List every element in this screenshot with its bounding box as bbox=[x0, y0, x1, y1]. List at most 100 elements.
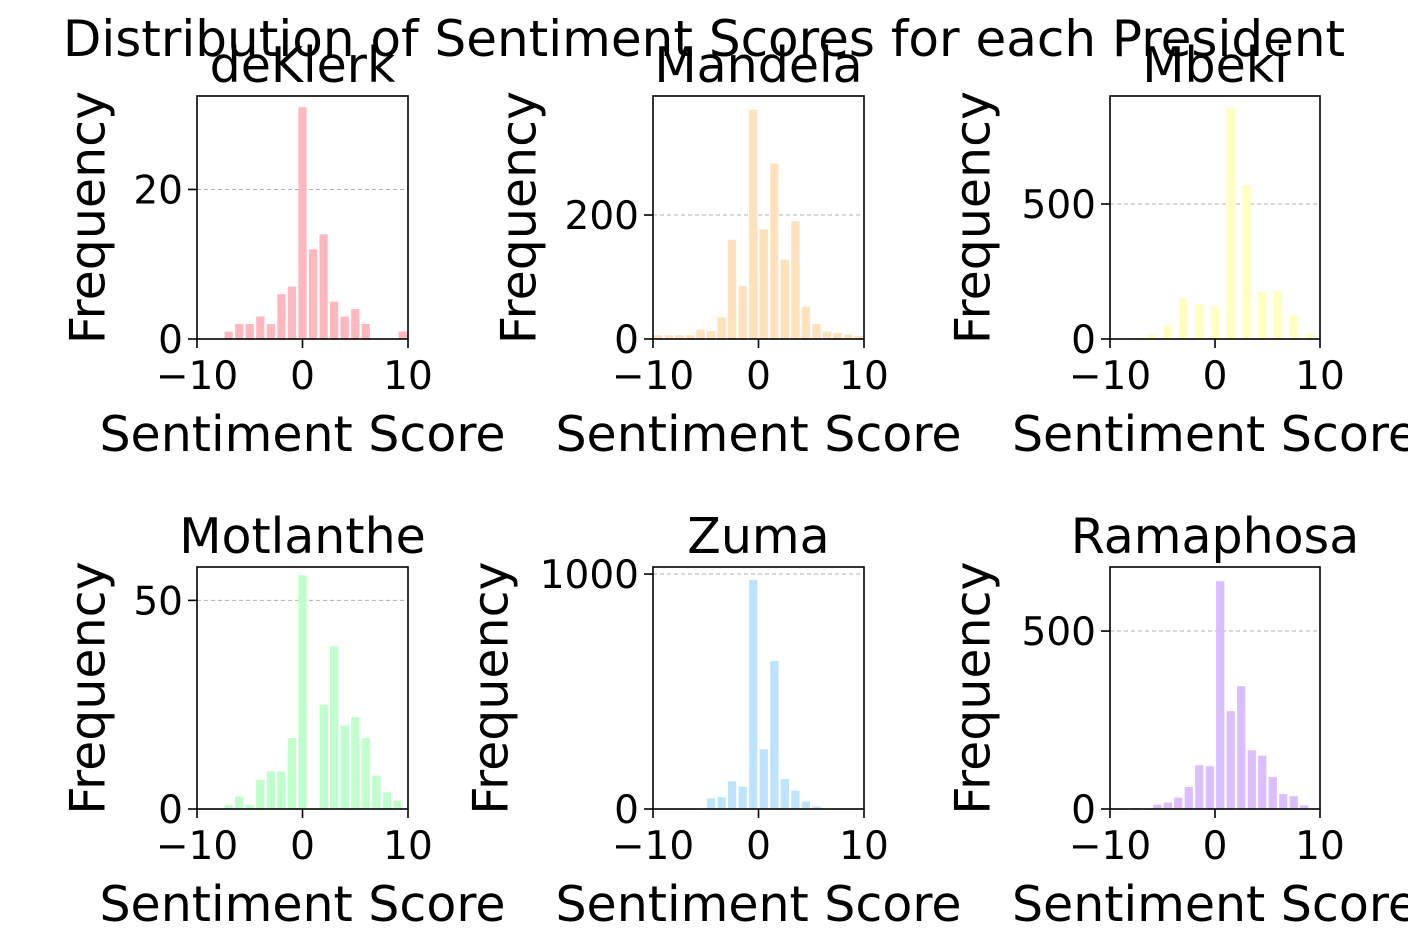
bar bbox=[717, 797, 726, 809]
y-tick-label: 0 bbox=[158, 318, 183, 363]
bar bbox=[770, 660, 779, 809]
bar bbox=[382, 792, 392, 809]
y-axis-label: Frequency bbox=[60, 561, 117, 814]
bar bbox=[833, 332, 842, 339]
bar bbox=[1226, 711, 1235, 809]
x-tick-label: 0 bbox=[1203, 824, 1228, 869]
bar bbox=[738, 286, 747, 339]
subplot-title: Mbeki bbox=[1142, 37, 1288, 94]
subplot-title: Zuma bbox=[687, 508, 829, 565]
bar bbox=[780, 259, 789, 339]
bar bbox=[351, 717, 360, 809]
subplot-title: deKlerk bbox=[210, 37, 396, 94]
bar bbox=[696, 329, 705, 339]
y-tick-label: 0 bbox=[1071, 318, 1096, 363]
bar bbox=[266, 324, 275, 339]
y-axis-label: Frequency bbox=[945, 561, 1002, 814]
y-tick-label: 0 bbox=[614, 788, 639, 833]
bar bbox=[685, 335, 695, 339]
bar bbox=[791, 221, 800, 339]
bar bbox=[749, 109, 758, 339]
x-tick-label: 10 bbox=[1295, 824, 1345, 869]
bar bbox=[1163, 325, 1172, 339]
bar bbox=[1237, 686, 1246, 809]
bar bbox=[1153, 804, 1162, 809]
bar bbox=[1205, 766, 1214, 809]
bar bbox=[1174, 797, 1183, 809]
x-tick-label: 0 bbox=[290, 354, 315, 399]
y-tick-label: 0 bbox=[1071, 788, 1096, 833]
bar bbox=[256, 779, 265, 809]
x-tick-label: 0 bbox=[1203, 354, 1228, 399]
bar bbox=[780, 778, 789, 809]
bar bbox=[854, 335, 863, 339]
x-tick-label: 10 bbox=[1295, 354, 1345, 399]
bar bbox=[1268, 776, 1277, 809]
y-axis-label: Frequency bbox=[60, 91, 117, 344]
y-tick-label: 20 bbox=[133, 168, 183, 213]
bar bbox=[1210, 306, 1220, 339]
x-tick-label: −10 bbox=[612, 354, 694, 399]
bar bbox=[749, 579, 758, 809]
bar bbox=[801, 306, 811, 339]
x-axis-label: Sentiment Score bbox=[555, 406, 961, 463]
bar bbox=[1273, 290, 1283, 339]
x-tick-label: −10 bbox=[156, 354, 238, 399]
bar bbox=[1163, 802, 1172, 809]
x-tick-label: 10 bbox=[383, 354, 433, 399]
bar bbox=[224, 331, 233, 339]
bar bbox=[759, 749, 768, 809]
bar bbox=[277, 771, 286, 809]
x-axis-label: Sentiment Score bbox=[555, 876, 961, 933]
y-tick-label: 500 bbox=[1022, 610, 1096, 655]
axes-frame bbox=[652, 566, 865, 810]
bar bbox=[1242, 185, 1251, 339]
x-axis-label: Sentiment Score bbox=[1012, 406, 1408, 463]
bar bbox=[738, 786, 747, 809]
bar bbox=[361, 324, 370, 339]
x-tick-label: −10 bbox=[1069, 824, 1151, 869]
bar bbox=[308, 249, 318, 339]
bar bbox=[728, 239, 737, 339]
bar bbox=[351, 309, 360, 339]
bar bbox=[1179, 298, 1188, 339]
y-tick-label: 0 bbox=[158, 788, 183, 833]
bar bbox=[235, 796, 244, 809]
bar bbox=[675, 335, 684, 339]
bar bbox=[812, 806, 821, 809]
bar bbox=[319, 234, 328, 339]
x-tick-label: 0 bbox=[746, 354, 771, 399]
bar bbox=[1258, 755, 1267, 809]
bar bbox=[1195, 303, 1204, 339]
x-tick-label: 0 bbox=[290, 824, 315, 869]
bar bbox=[361, 738, 370, 809]
bar bbox=[1184, 786, 1193, 809]
bar bbox=[791, 790, 800, 809]
bar bbox=[266, 771, 275, 809]
axes-frame bbox=[1109, 95, 1321, 340]
axes-frame bbox=[652, 95, 865, 340]
y-tick-label: 500 bbox=[1022, 183, 1096, 228]
y-axis-label: Frequency bbox=[491, 91, 548, 344]
x-axis-label: Sentiment Score bbox=[1012, 876, 1408, 933]
bar bbox=[1289, 796, 1298, 809]
bar bbox=[664, 335, 673, 339]
bar bbox=[235, 324, 244, 339]
x-tick-label: −10 bbox=[156, 824, 238, 869]
bar bbox=[822, 331, 832, 339]
bar bbox=[398, 331, 407, 339]
bar bbox=[330, 301, 339, 339]
bar bbox=[1305, 333, 1314, 339]
bar bbox=[1195, 765, 1204, 809]
bar bbox=[1147, 334, 1157, 339]
y-tick-label: 1000 bbox=[540, 553, 639, 598]
bar bbox=[298, 107, 307, 339]
x-tick-label: 0 bbox=[746, 824, 771, 869]
bar bbox=[287, 738, 297, 809]
bar bbox=[372, 775, 381, 809]
